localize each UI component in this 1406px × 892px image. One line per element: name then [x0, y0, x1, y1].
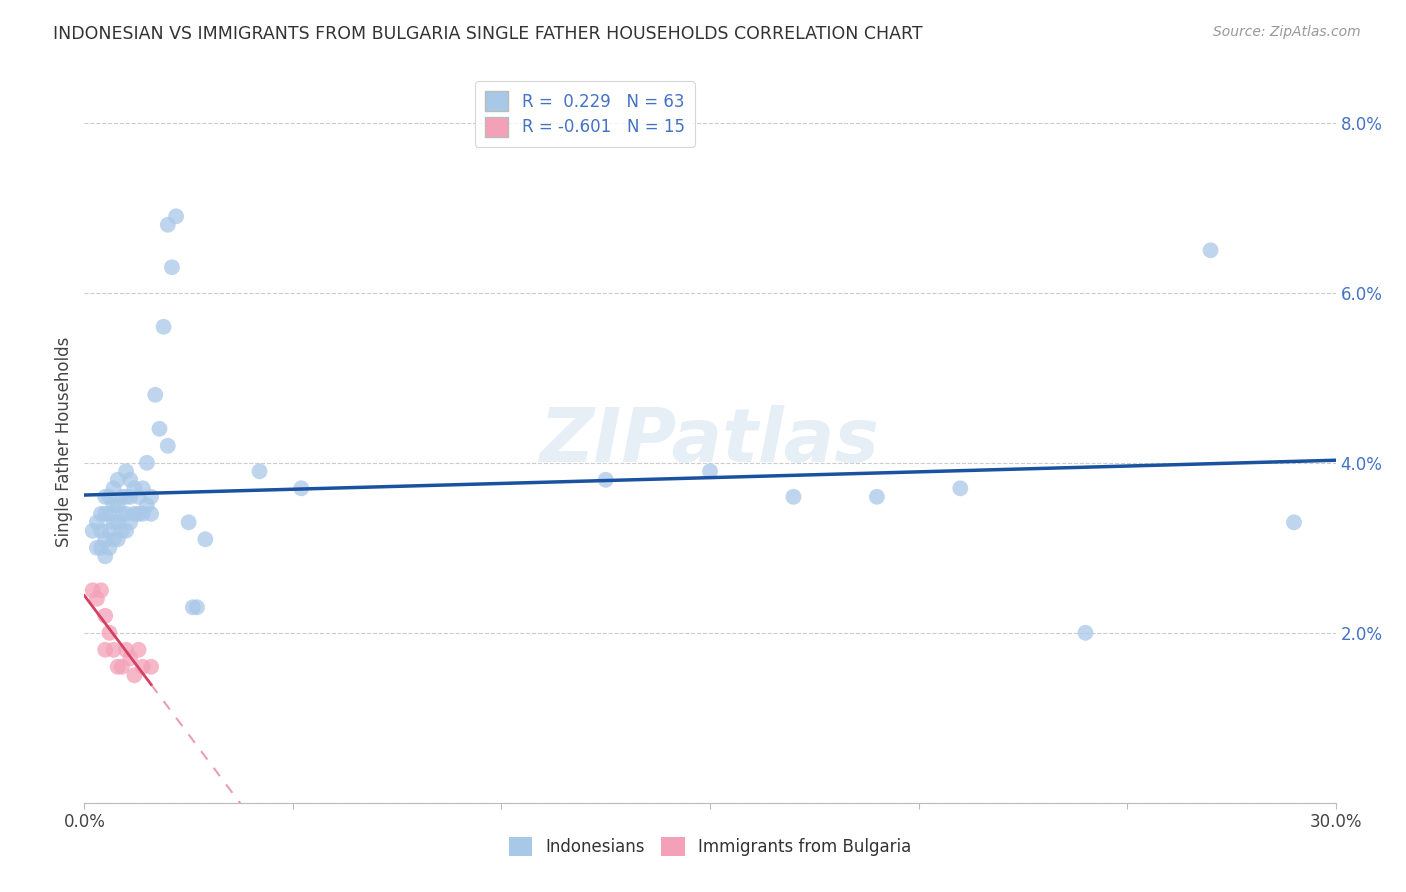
Point: [1074, 625, 1097, 640]
Point: [139, 507, 162, 521]
Point: [94, 549, 117, 564]
Point: [132, 507, 155, 521]
Point: [86, 541, 108, 555]
Point: [94, 507, 117, 521]
Point: [165, 209, 187, 223]
Point: [107, 660, 129, 674]
Text: ZIPatlas: ZIPatlas: [540, 405, 880, 478]
Point: [124, 481, 146, 495]
Point: [82, 524, 104, 538]
Point: [98, 507, 121, 521]
Point: [107, 516, 129, 530]
Point: [86, 591, 108, 606]
Point: [107, 498, 129, 512]
Point: [136, 456, 159, 470]
Point: [152, 319, 174, 334]
Point: [186, 600, 208, 615]
Point: [139, 660, 162, 674]
Point: [94, 490, 117, 504]
Point: [90, 507, 112, 521]
Point: [115, 490, 138, 504]
Point: [111, 660, 134, 674]
Point: [111, 490, 134, 504]
Point: [181, 600, 204, 615]
Legend: Indonesians, Immigrants from Bulgaria: Indonesians, Immigrants from Bulgaria: [502, 830, 918, 863]
Point: [115, 642, 138, 657]
Point: [120, 490, 142, 504]
Point: [124, 668, 146, 682]
Point: [120, 651, 142, 665]
Point: [120, 473, 142, 487]
Point: [866, 490, 889, 504]
Point: [156, 218, 179, 232]
Point: [136, 498, 159, 512]
Point: [139, 490, 162, 504]
Point: [107, 473, 129, 487]
Point: [103, 642, 125, 657]
Point: [98, 524, 121, 538]
Point: [103, 516, 125, 530]
Point: [132, 481, 155, 495]
Point: [148, 422, 170, 436]
Point: [124, 507, 146, 521]
Point: [103, 481, 125, 495]
Point: [949, 481, 972, 495]
Point: [90, 583, 112, 598]
Point: [94, 642, 117, 657]
Point: [782, 490, 804, 504]
Y-axis label: Single Father Households: Single Father Households: [55, 336, 73, 547]
Point: [1199, 244, 1222, 258]
Point: [156, 439, 179, 453]
Point: [98, 625, 121, 640]
Point: [120, 516, 142, 530]
Point: [699, 464, 721, 478]
Point: [90, 541, 112, 555]
Text: Source: ZipAtlas.com: Source: ZipAtlas.com: [1213, 25, 1361, 39]
Point: [290, 481, 312, 495]
Point: [128, 507, 150, 521]
Point: [94, 533, 117, 547]
Point: [115, 524, 138, 538]
Point: [111, 507, 134, 521]
Point: [90, 524, 112, 538]
Point: [94, 608, 117, 623]
Point: [194, 533, 217, 547]
Point: [249, 464, 271, 478]
Point: [160, 260, 183, 275]
Point: [595, 473, 617, 487]
Point: [98, 541, 121, 555]
Point: [128, 642, 150, 657]
Point: [1282, 516, 1305, 530]
Point: [86, 516, 108, 530]
Point: [107, 533, 129, 547]
Point: [103, 498, 125, 512]
Point: [132, 660, 155, 674]
Point: [115, 464, 138, 478]
Text: INDONESIAN VS IMMIGRANTS FROM BULGARIA SINGLE FATHER HOUSEHOLDS CORRELATION CHAR: INDONESIAN VS IMMIGRANTS FROM BULGARIA S…: [53, 25, 924, 43]
Point: [111, 524, 134, 538]
Point: [98, 490, 121, 504]
Point: [82, 583, 104, 598]
Point: [177, 516, 200, 530]
Point: [128, 490, 150, 504]
Point: [115, 507, 138, 521]
Point: [143, 388, 166, 402]
Point: [103, 533, 125, 547]
